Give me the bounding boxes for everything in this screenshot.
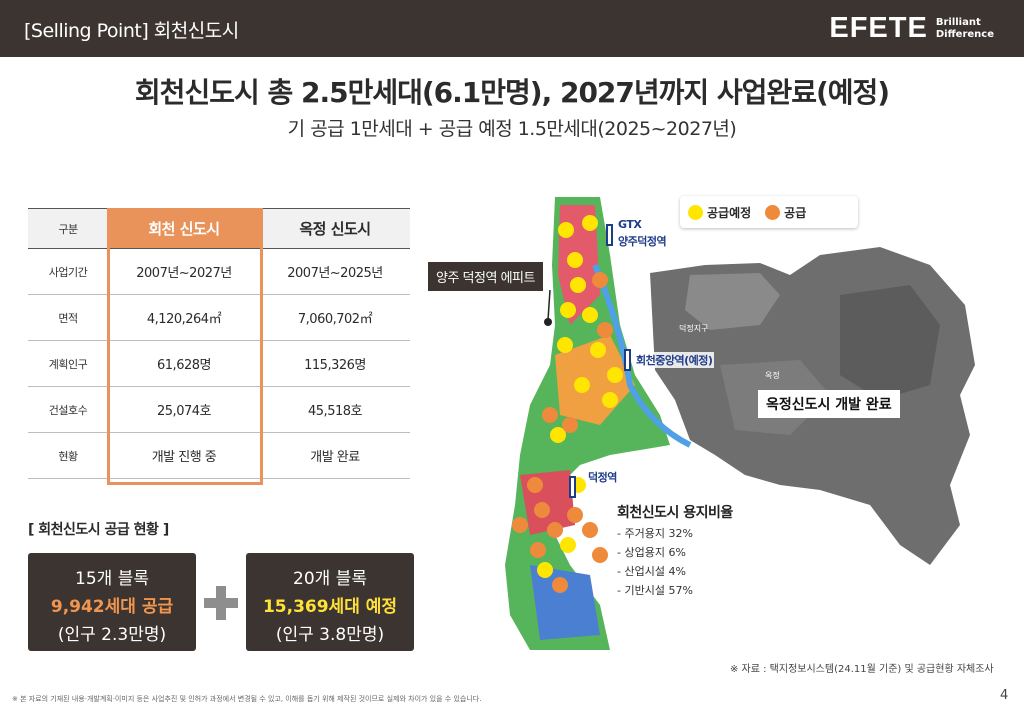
- okjeong-value: 45,518호: [308, 404, 362, 419]
- comparison-table: 구분 회천 신도시 옥정 신도시 사업기간 2007년~2027년 2007년~…: [28, 208, 410, 479]
- district-label-okjeong: 옥정: [765, 370, 780, 380]
- planned-blocks-card: 20개 블록 15,369세대 예정 (인구 3.8만명): [246, 553, 414, 651]
- supplied-population: (인구 2.3만명): [57, 625, 167, 645]
- land-use-title: 회천신도시 용지비율: [617, 505, 733, 521]
- land-use-item: - 주거용지 32%: [617, 527, 693, 540]
- land-use-item: - 기반시설 57%: [617, 584, 693, 597]
- table-row: 건설호수 25,074호 45,518호: [28, 387, 410, 433]
- supplied-dot-icon: [765, 204, 781, 220]
- brand-tagline-line2: Difference: [935, 28, 994, 40]
- planned-block-count: 20개 블록: [293, 569, 367, 589]
- plus-icon: [204, 586, 238, 620]
- row-label: 사업기간: [48, 265, 88, 279]
- planned-households: 15,369세대 예정: [262, 597, 398, 617]
- station-deokjeong: 덕정역: [586, 469, 619, 485]
- page-number: 4: [1000, 688, 1009, 703]
- legend-supplied: 공급: [784, 205, 807, 220]
- okjeong-value: 7,060,702㎡: [297, 312, 373, 327]
- supplied-households: 9,942세대 공급: [50, 597, 174, 617]
- table-row: 면적 4,120,264㎡ 7,060,702㎡: [28, 295, 410, 341]
- site-map: 덕정지구 옥정: [505, 197, 975, 650]
- table-header-okjeong: 옥정 신도시: [260, 209, 410, 248]
- station-marker: [569, 476, 576, 498]
- site-label: 양주 덕정역 에피트: [428, 262, 543, 291]
- legend-planned: 공급예정: [707, 205, 752, 220]
- hoecheon-district-area: [505, 197, 670, 650]
- disclaimer-footnote: ※ 본 자료의 기재된 내용·개발계획·이미지 등은 사업추진 및 인허가 과정…: [12, 695, 482, 703]
- land-use-item: - 산업시설 4%: [617, 565, 686, 578]
- hoecheon-value: 개발 진행 중: [151, 450, 217, 465]
- hoecheon-value: 2007년~2027년: [136, 266, 232, 281]
- station-marker: [624, 349, 631, 371]
- row-label: 면적: [58, 311, 78, 325]
- supplied-block-count: 15개 블록: [75, 569, 149, 589]
- land-use-item: - 상업용지 6%: [617, 546, 686, 559]
- supply-section-title: [ 회천신도시 공급 현황 ]: [28, 522, 169, 538]
- supplied-blocks-card: 15개 블록 9,942세대 공급 (인구 2.3만명): [28, 553, 196, 651]
- header-bar: [Selling Point] 회천신도시 EFETE Brilliant Di…: [0, 0, 1024, 57]
- station-hoecheon-central: 회천중앙역(예정): [634, 352, 715, 368]
- map-legend: 공급예정 공급: [680, 196, 858, 228]
- table-row: 현황 개발 진행 중 개발 완료: [28, 433, 410, 479]
- row-label: 계획인구: [48, 357, 88, 371]
- table-header-category: 구분: [28, 209, 108, 248]
- okjeong-value: 2007년~2025년: [287, 266, 383, 281]
- station-yangju-deokjeong: 양주덕정역: [616, 233, 669, 249]
- table-header-hoecheon: 회천 신도시: [108, 209, 260, 248]
- okjeong-status-label: 옥정신도시 개발 완료: [758, 390, 900, 418]
- brand-tagline-line1: Brilliant: [935, 16, 981, 28]
- row-label: 현황: [58, 449, 78, 463]
- land-use-ratio: 회천신도시 용지비율 - 주거용지 32% - 상업용지 6% - 산업시설 4…: [617, 502, 733, 598]
- planned-population: (인구 3.8만명): [275, 625, 385, 645]
- header-title: [Selling Point] 회천신도시: [24, 20, 239, 42]
- station-marker: [606, 224, 613, 246]
- source-note: ※ 자료 : 택지정보시스템(24.11월 기준) 및 공급현황 자체조사: [730, 664, 994, 675]
- table-row: 계획인구 61,628명 115,326명: [28, 341, 410, 387]
- table-row: 사업기간 2007년~2027년 2007년~2025년: [28, 249, 410, 295]
- table-header-row: 구분 회천 신도시 옥정 신도시: [28, 208, 410, 249]
- hoecheon-value: 25,074호: [157, 404, 211, 419]
- page-title: 회천신도시 총 2.5만세대(6.1만명), 2027년까지 사업완료(예정): [134, 76, 890, 109]
- brand-name: EFETE: [829, 12, 928, 44]
- brand-tagline: Brilliant Difference: [936, 17, 994, 41]
- district-label-deokjeong: 덕정지구: [679, 323, 708, 333]
- hoecheon-value: 61,628명: [157, 358, 211, 373]
- okjeong-value: 115,326명: [304, 358, 366, 373]
- brand-logo: EFETE Brilliant Difference: [829, 12, 994, 45]
- row-label: 건설호수: [48, 403, 88, 417]
- planned-dot-icon: [688, 204, 703, 220]
- okjeong-value: 개발 완료: [310, 450, 360, 465]
- hoecheon-value: 4,120,264㎡: [146, 312, 222, 327]
- page-subtitle: 기 공급 1만세대 + 공급 예정 1.5만세대(2025~2027년): [287, 118, 737, 140]
- station-gtx: GTX: [616, 218, 644, 231]
